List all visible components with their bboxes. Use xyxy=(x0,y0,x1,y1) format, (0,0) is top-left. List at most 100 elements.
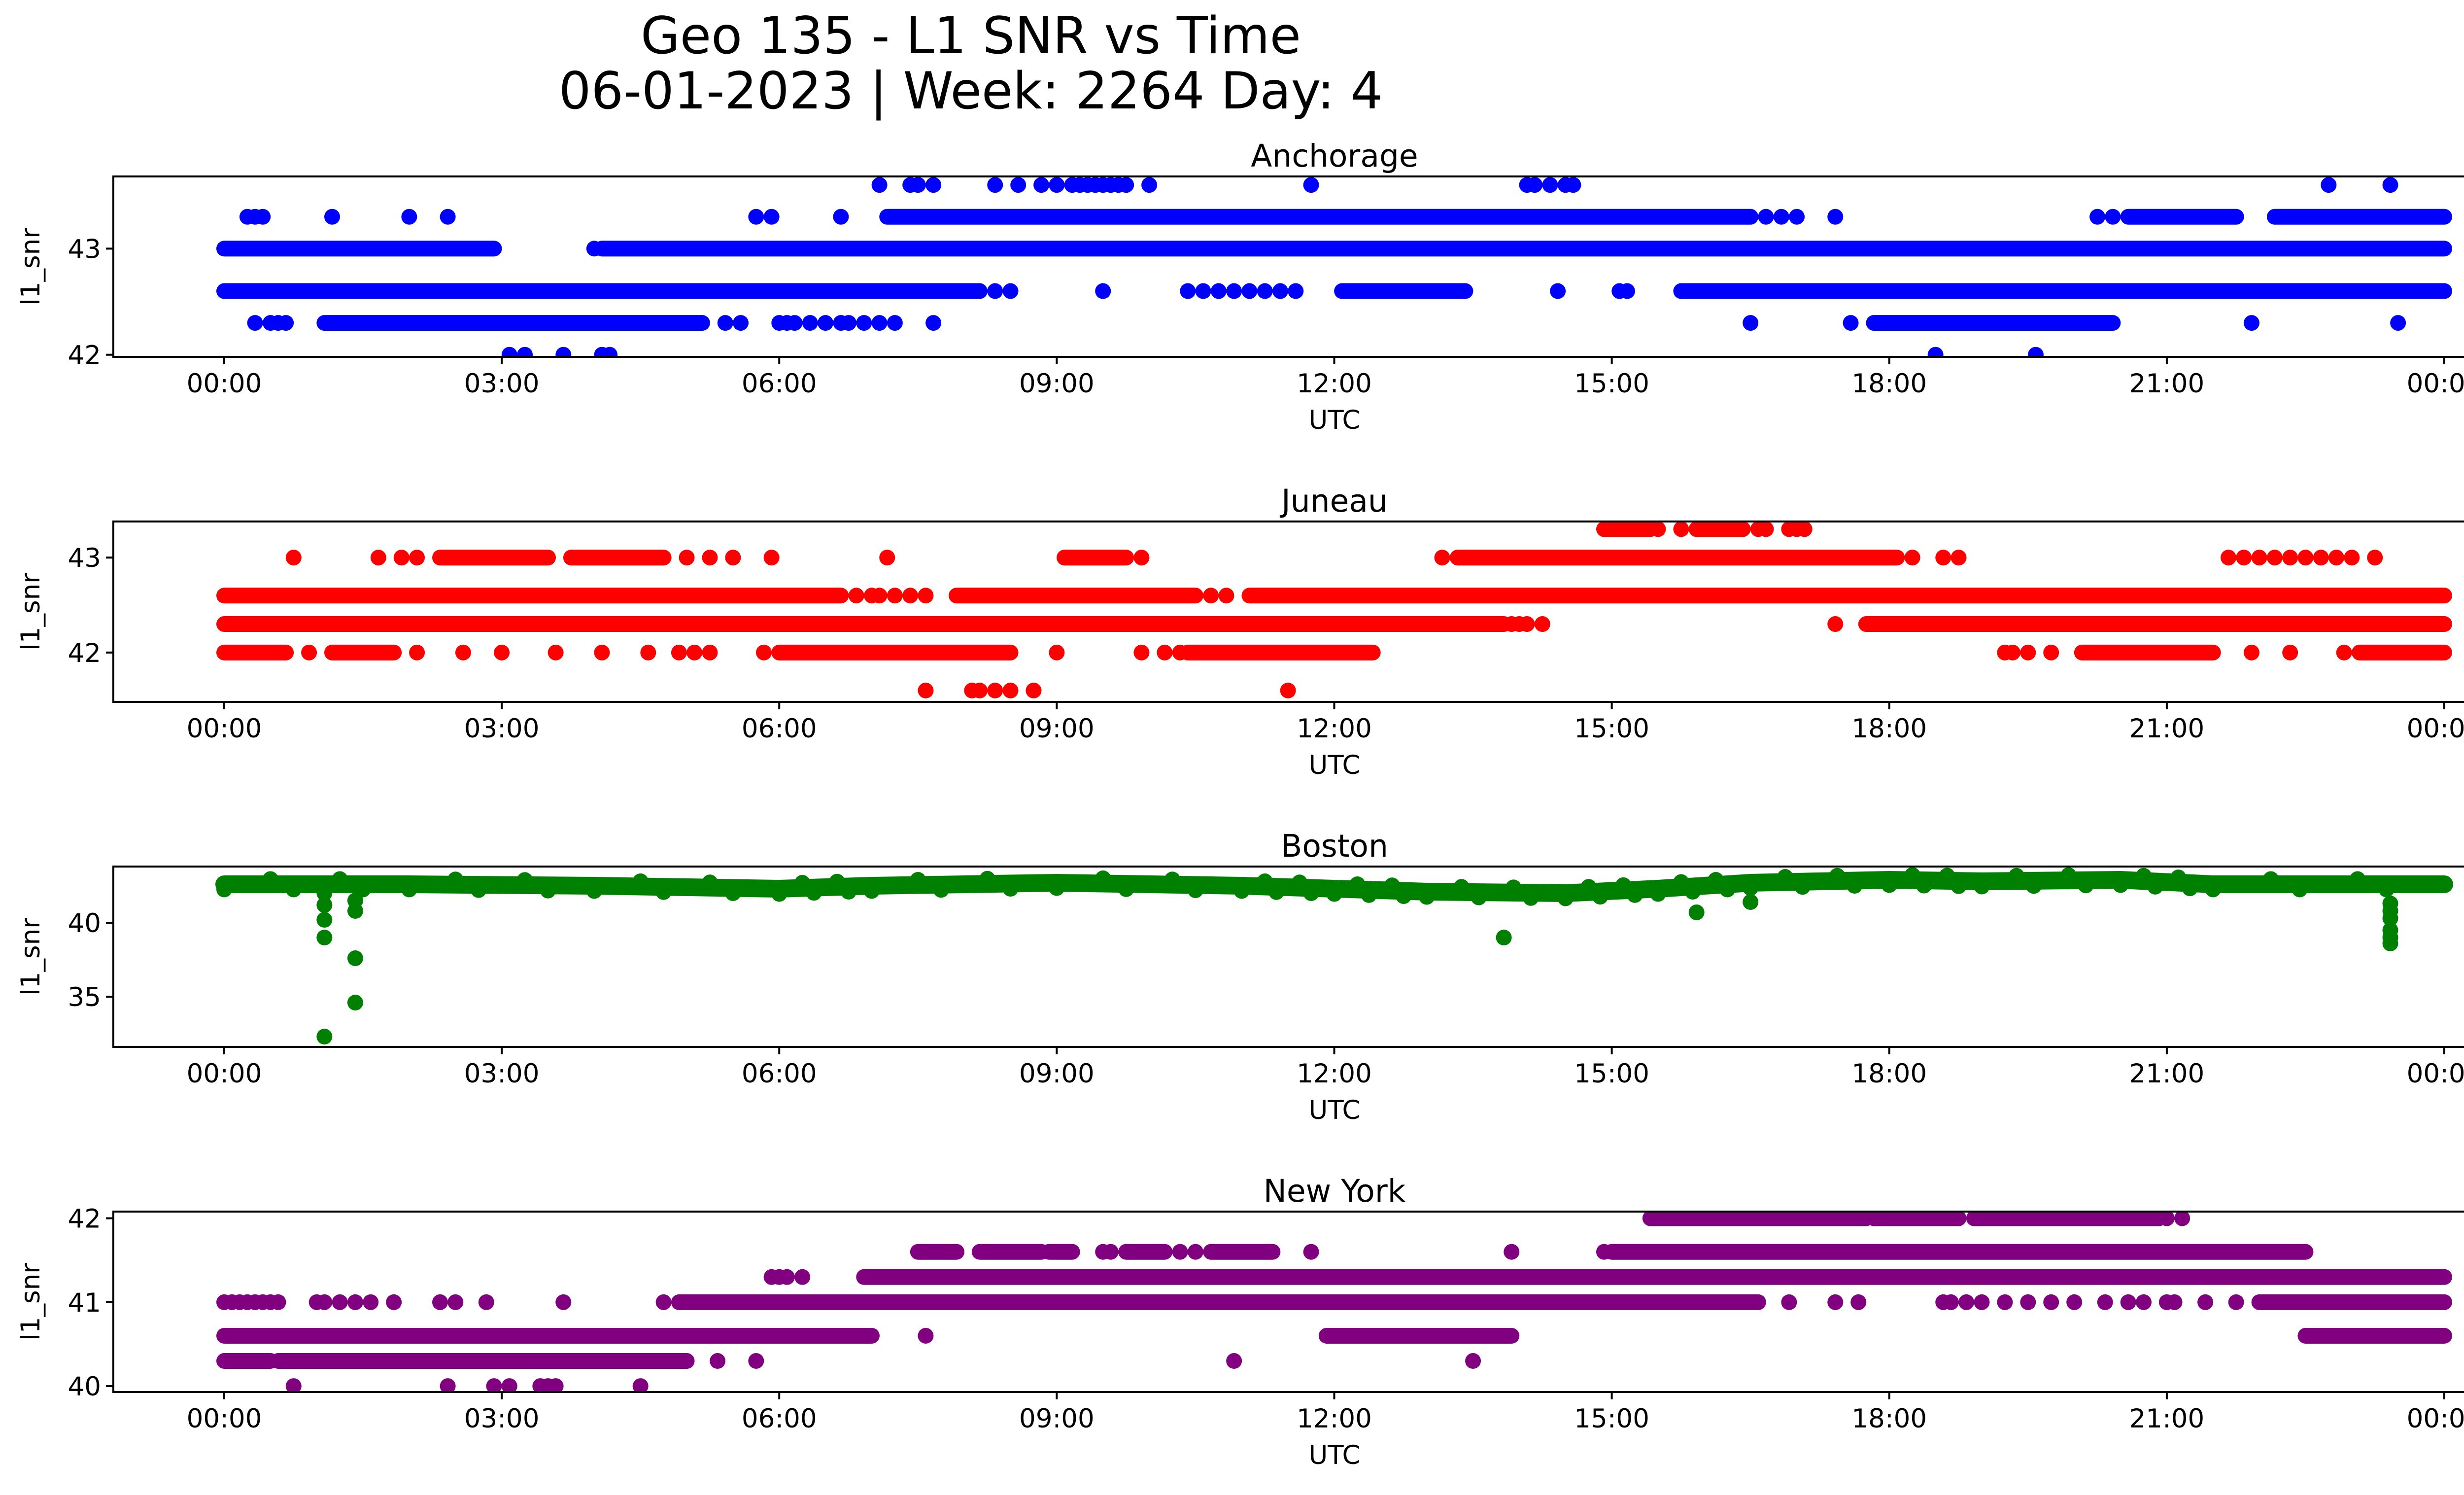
data-point xyxy=(2158,1212,2175,1226)
x-tick-label: 21:00 xyxy=(2129,1404,2205,1434)
panel-title: Boston xyxy=(1281,828,1388,864)
data-point xyxy=(1827,1294,1844,1310)
data-point xyxy=(2005,644,2021,661)
data-point xyxy=(2078,877,2094,894)
y-axis-label: l1_snr xyxy=(16,918,46,996)
data-point xyxy=(540,882,556,899)
data-point xyxy=(1534,616,1550,632)
data-point xyxy=(1943,1294,1959,1310)
data-point xyxy=(447,871,464,888)
data-point xyxy=(1673,522,1689,537)
x-tick-label: 15:00 xyxy=(1574,1059,1649,1089)
data-point xyxy=(925,177,942,193)
data-point xyxy=(871,177,888,193)
x-tick-label: 18:00 xyxy=(1851,369,1927,399)
y-axis-label: l1_snr xyxy=(16,1263,46,1341)
data-point xyxy=(987,177,1003,193)
data-point xyxy=(833,209,849,225)
data-point xyxy=(1384,877,1400,894)
panel-new-york: New York 00:00 03:00 06:00 09:00 12:00 15:00 18… xyxy=(16,1173,2464,1470)
data-point xyxy=(902,588,919,604)
data-point xyxy=(2350,871,2366,887)
data-point xyxy=(424,876,441,893)
data-point xyxy=(1210,877,1227,894)
data-point xyxy=(1026,682,1042,698)
data-point xyxy=(455,644,471,661)
data-point xyxy=(1195,283,1211,299)
x-tick-label: 00:00 xyxy=(187,1059,262,1089)
data-point xyxy=(1033,177,1050,193)
data-point xyxy=(2135,868,2152,884)
data-point xyxy=(239,876,255,892)
x-tick-label: 00:00 xyxy=(2407,369,2464,399)
data-point xyxy=(2321,177,2337,193)
y-tick-label: 35 xyxy=(68,982,101,1012)
data-point xyxy=(2105,209,2121,225)
data-point xyxy=(2282,644,2298,661)
panels: Anchorage 00:00 03:00 06:00 09:00 12:00 15:00 1… xyxy=(16,138,2464,1470)
data-point xyxy=(1118,177,1134,193)
data-point xyxy=(401,881,417,898)
data-point xyxy=(1504,1244,1520,1260)
data-point xyxy=(2234,876,2250,892)
data-point xyxy=(486,1378,502,1392)
data-point xyxy=(1102,1244,1119,1260)
data-point xyxy=(1580,879,1597,895)
data-point xyxy=(918,588,934,604)
data-point xyxy=(2097,1294,2113,1310)
data-point xyxy=(2382,177,2398,193)
data-point xyxy=(1180,283,1196,299)
data-point xyxy=(1453,879,1470,895)
data-point xyxy=(1781,1294,1797,1310)
data-point xyxy=(1187,1244,1203,1260)
x-tick-label: 18:00 xyxy=(1851,1404,1927,1434)
data-point xyxy=(2292,881,2308,898)
data-point xyxy=(2390,315,2406,331)
x-tick-label: 21:00 xyxy=(2129,714,2205,744)
outlier-point xyxy=(347,995,363,1010)
data-point xyxy=(2251,550,2267,566)
x-tick-label: 00:00 xyxy=(2407,714,2464,744)
data-point xyxy=(686,644,703,661)
x-tick-label: 09:00 xyxy=(1019,714,1095,744)
x-tick-label: 12:00 xyxy=(1297,369,1372,399)
outlier-point xyxy=(1743,894,1759,910)
x-tick-label: 06:00 xyxy=(742,714,817,744)
data-series xyxy=(216,177,2452,357)
data-point xyxy=(1334,1327,1350,1344)
x-tick-label: 06:00 xyxy=(742,369,817,399)
data-point xyxy=(378,876,394,892)
data-point xyxy=(1773,209,1789,225)
data-point xyxy=(2336,644,2352,661)
data-point xyxy=(270,1294,286,1310)
data-point xyxy=(355,881,371,898)
data-point xyxy=(594,644,610,661)
x-tick-label: 15:00 xyxy=(1574,714,1649,744)
data-point xyxy=(1471,889,1487,905)
x-tick-label: 03:00 xyxy=(464,1404,540,1434)
data-point xyxy=(1303,1244,1319,1260)
data-point xyxy=(501,347,517,357)
data-point xyxy=(2166,1294,2183,1310)
data-point xyxy=(1743,880,1759,896)
x-tick-label: 03:00 xyxy=(464,369,540,399)
x-tick-label: 00:00 xyxy=(187,1404,262,1434)
data-point xyxy=(1997,1294,2013,1310)
data-point xyxy=(285,550,302,566)
data-point xyxy=(702,874,718,891)
outlier-point xyxy=(316,1029,333,1044)
data-point xyxy=(216,881,232,898)
data-point xyxy=(401,209,417,225)
data-point xyxy=(1743,315,1759,331)
panel-title: New York xyxy=(1264,1173,1406,1209)
data-point xyxy=(1708,872,1724,888)
data-point xyxy=(586,241,602,257)
data-point xyxy=(1777,869,1793,885)
data-point xyxy=(2367,550,2383,566)
data-point xyxy=(918,682,934,698)
data-point xyxy=(848,588,864,604)
data-point xyxy=(2174,1212,2190,1226)
x-tick-label: 12:00 xyxy=(1297,714,1372,744)
data-point xyxy=(763,550,780,566)
x-tick-label: 12:00 xyxy=(1297,1059,1372,1089)
